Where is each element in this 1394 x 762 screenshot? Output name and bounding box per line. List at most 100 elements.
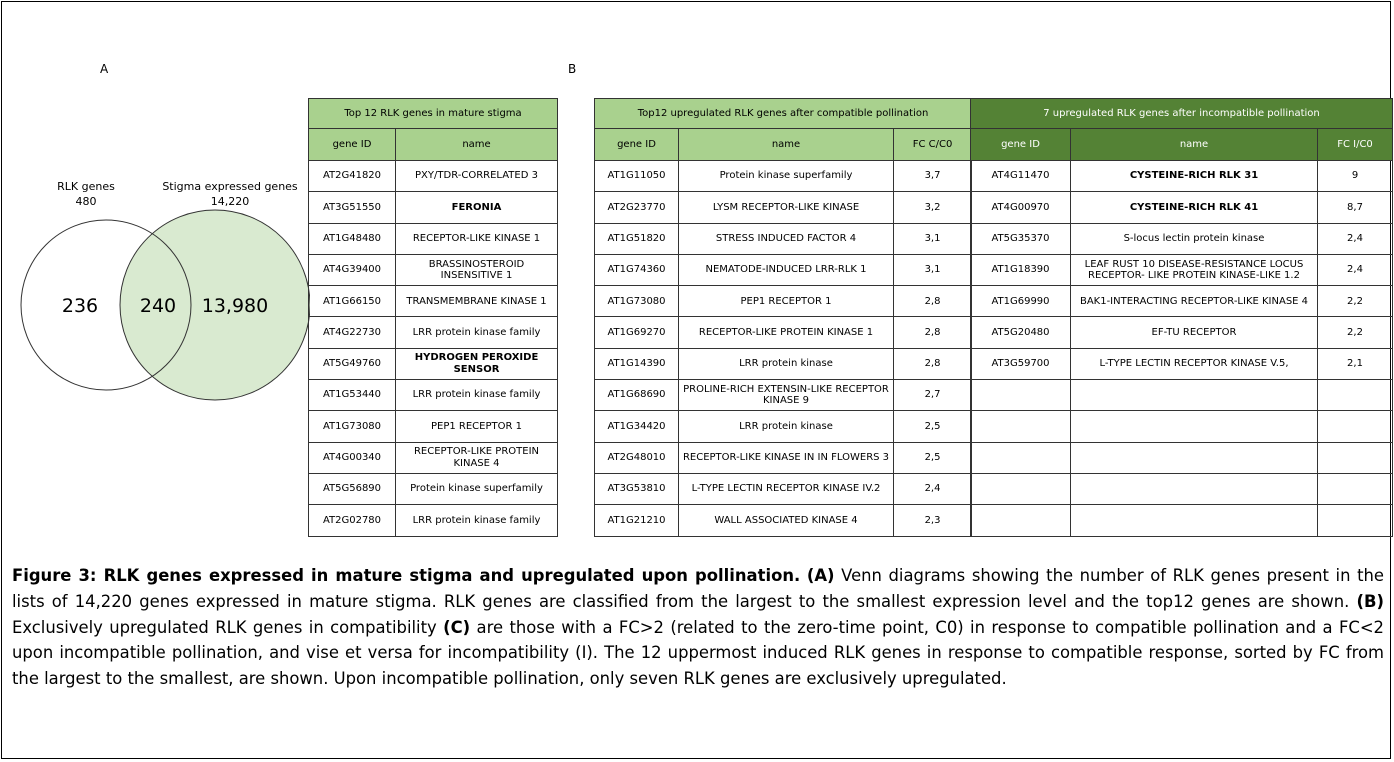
gene-name: STRESS INDUCED FACTOR 4 bbox=[678, 222, 894, 255]
fold-change: 3,2 bbox=[892, 191, 973, 224]
table-row: AT1G66150 TRANSMEMBRANE KINASE 1 bbox=[308, 285, 558, 318]
empty-cell bbox=[1070, 504, 1318, 537]
figure-caption: Figure 3: RLK genes expressed in mature … bbox=[12, 563, 1384, 692]
gene-id: AT5G20480 bbox=[970, 316, 1071, 349]
table-row: AT1G34420 LRR protein kinase 2,5 bbox=[594, 410, 973, 443]
set-label: RLK genes bbox=[57, 180, 115, 193]
gene-name: PROLINE-RICH EXTENSIN-LIKE RECEPTOR KINA… bbox=[678, 379, 894, 412]
table-row: AT5G35370 S-locus lectin protein kinase 2,… bbox=[970, 222, 1394, 255]
fold-change: 3,1 bbox=[892, 222, 973, 255]
table-row bbox=[970, 410, 1394, 443]
column-header: FC I/C0 bbox=[1316, 128, 1394, 161]
count: 13,980 bbox=[202, 295, 268, 317]
table-row: AT3G53810 L-TYPE LECTIN RECEPTOR KINASE I… bbox=[594, 472, 973, 506]
caption-text bbox=[800, 566, 807, 585]
gene-id: AT5G35370 bbox=[970, 222, 1071, 255]
panel-label: A bbox=[100, 62, 109, 76]
gene-name: Protein kinase superfamily bbox=[395, 472, 558, 506]
gene-name: Protein kinase superfamily bbox=[678, 159, 894, 193]
incompatible-table: 7 upregulated RLK genes after incompatib… bbox=[969, 98, 1394, 537]
fold-change: 2,8 bbox=[892, 316, 973, 349]
table-row bbox=[970, 504, 1394, 537]
table-row: AT3G51550 FERONIA bbox=[308, 191, 558, 224]
empty-cell bbox=[1316, 504, 1394, 537]
gene-id: AT1G18390 bbox=[970, 253, 1071, 287]
gene-name: LRR protein kinase bbox=[678, 347, 894, 381]
caption-text: (A) bbox=[806, 566, 835, 585]
stigma-table: Top 12 RLK genes in mature stigma gene ID… bbox=[308, 98, 558, 537]
gene-name: TRANSMEMBRANE KINASE 1 bbox=[395, 285, 558, 318]
empty-cell bbox=[1070, 379, 1318, 412]
table-title: 7 upregulated RLK genes after incompatib… bbox=[969, 98, 1394, 129]
gene-id: AT2G48010 bbox=[594, 441, 679, 474]
table-row: AT2G41820 PXY/TDR-CORRELATED 3 bbox=[308, 159, 558, 193]
fold-change: 2,4 bbox=[892, 472, 973, 506]
gene-name: L-TYPE LECTIN RECEPTOR KINASE IV.2 bbox=[678, 472, 894, 506]
table-row: AT1G21210 WALL ASSOCIATED KINASE 4 2,3 bbox=[594, 504, 973, 537]
empty-cell bbox=[970, 441, 1071, 474]
gene-name: L-TYPE LECTIN RECEPTOR KINASE V.5, bbox=[1070, 347, 1318, 381]
caption-text: Figure 3: RLK genes expressed in mature … bbox=[12, 566, 801, 585]
table-row: AT1G53440 LRR protein kinase family bbox=[308, 379, 558, 412]
count: 240 bbox=[140, 295, 176, 317]
empty-cell bbox=[1070, 441, 1318, 474]
empty-cell bbox=[1316, 410, 1394, 443]
gene-id: AT3G53810 bbox=[594, 472, 679, 506]
table-row bbox=[970, 472, 1394, 506]
fold-change: 2,5 bbox=[892, 441, 973, 474]
gene-id: AT4G00340 bbox=[308, 441, 396, 474]
column-header: gene ID bbox=[970, 128, 1071, 161]
panel-label: B bbox=[568, 62, 577, 76]
gene-name: EF-TU RECEPTOR bbox=[1070, 316, 1318, 349]
table-title: Top12 upregulated RLK genes after compat… bbox=[593, 98, 973, 129]
gene-name: RECEPTOR-LIKE PROTEIN KINASE 1 bbox=[678, 316, 894, 349]
table-row: AT5G20480 EF-TU RECEPTOR 2,2 bbox=[970, 316, 1394, 349]
caption-text: (C) bbox=[443, 617, 471, 637]
column-header: FC C/C0 bbox=[892, 128, 973, 161]
table-row: AT1G18390 LEAF RUST 10 DISEASE-RESISTANCE… bbox=[970, 253, 1394, 287]
table-title: Top 12 RLK genes in mature stigma bbox=[308, 98, 558, 129]
gene-id: AT1G69990 bbox=[970, 285, 1071, 318]
column-header: name bbox=[1070, 128, 1318, 161]
compatible-table: Top12 upregulated RLK genes after compat… bbox=[593, 98, 973, 537]
table-row: AT1G68690 PROLINE-RICH EXTENSIN-LIKE RECE… bbox=[594, 379, 973, 412]
table-row bbox=[970, 441, 1394, 474]
table-row: AT2G23770 LYSM RECEPTOR-LIKE KINASE 3,2 bbox=[594, 191, 973, 224]
empty-cell bbox=[1316, 472, 1394, 506]
fold-change: 2,1 bbox=[1316, 347, 1394, 381]
gene-name: LRR protein kinase bbox=[678, 410, 894, 443]
caption-text: Venn diagrams showing the number of RLK … bbox=[12, 566, 1384, 611]
gene-id: AT4G11470 bbox=[970, 159, 1071, 193]
gene-name: RECEPTOR-LIKE KINASE IN IN FLOWERS 3 bbox=[678, 441, 894, 474]
gene-name: NEMATODE-INDUCED LRR-RLK 1 bbox=[678, 253, 894, 287]
gene-name: S-locus lectin protein kinase bbox=[1070, 222, 1318, 255]
empty-cell bbox=[1316, 441, 1394, 474]
gene-name: HYDROGEN PEROXIDE SENSOR bbox=[395, 347, 558, 381]
gene-name: CYSTEINE-RICH RLK 41 bbox=[1070, 191, 1318, 224]
venn-diagram: RLK genes 480 Stigma expressed genes 14,… bbox=[20, 180, 310, 401]
venn-circle bbox=[119, 209, 310, 401]
table-row: AT1G69990 BAK1-INTERACTING RECEPTOR-LIKE … bbox=[970, 285, 1394, 318]
gene-id: AT5G49760 bbox=[308, 347, 396, 381]
fold-change: 2,3 bbox=[892, 504, 973, 537]
table-row: AT4G00970 CYSTEINE-RICH RLK 41 8,7 bbox=[970, 191, 1394, 224]
title-row: Top12 upregulated RLK genes after compat… bbox=[593, 98, 973, 129]
title-row: 7 upregulated RLK genes after incompatib… bbox=[969, 98, 1394, 129]
table-row: AT1G73080 PEP1 RECEPTOR 1 2,8 bbox=[594, 285, 973, 318]
gene-id: AT1G73080 bbox=[308, 410, 396, 443]
table-row: AT1G11050 Protein kinase superfamily 3,7 bbox=[594, 159, 973, 193]
fold-change: 3,1 bbox=[892, 253, 973, 287]
header-row: gene ID name FC C/C0 bbox=[594, 128, 973, 161]
gene-id: AT1G14390 bbox=[594, 347, 679, 381]
gene-name: LRR protein kinase family bbox=[395, 504, 558, 537]
gene-id: AT2G23770 bbox=[594, 191, 679, 224]
fold-change: 2,8 bbox=[892, 285, 973, 318]
fold-change: 2,8 bbox=[892, 347, 973, 381]
table-row: AT1G51820 STRESS INDUCED FACTOR 4 3,1 bbox=[594, 222, 973, 255]
caption-text: (B) bbox=[1356, 591, 1384, 611]
table-row: AT5G56890 Protein kinase superfamily bbox=[308, 472, 558, 506]
gene-name: WALL ASSOCIATED KINASE 4 bbox=[678, 504, 894, 537]
header-row: gene ID name FC I/C0 bbox=[970, 128, 1394, 161]
empty-cell bbox=[970, 410, 1071, 443]
fold-change: 2,5 bbox=[892, 410, 973, 443]
